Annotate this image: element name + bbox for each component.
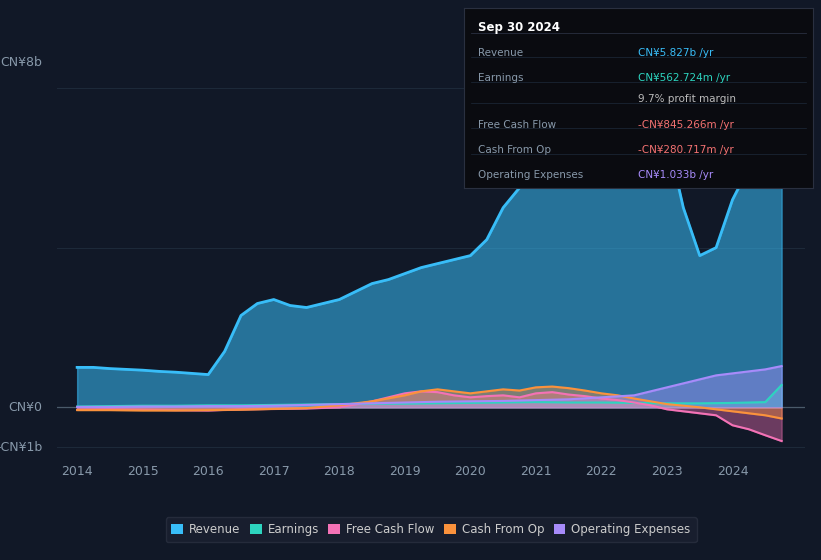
Text: Earnings: Earnings bbox=[478, 73, 523, 83]
Text: Cash From Op: Cash From Op bbox=[478, 144, 551, 155]
Text: CN¥8b: CN¥8b bbox=[1, 56, 43, 69]
Text: -CN¥280.717m /yr: -CN¥280.717m /yr bbox=[639, 144, 734, 155]
Text: Free Cash Flow: Free Cash Flow bbox=[478, 119, 556, 129]
Text: CN¥562.724m /yr: CN¥562.724m /yr bbox=[639, 73, 731, 83]
Text: Sep 30 2024: Sep 30 2024 bbox=[478, 21, 560, 34]
Legend: Revenue, Earnings, Free Cash Flow, Cash From Op, Operating Expenses: Revenue, Earnings, Free Cash Flow, Cash … bbox=[166, 517, 696, 542]
Text: CN¥1.033b /yr: CN¥1.033b /yr bbox=[639, 170, 713, 180]
Text: CN¥5.827b /yr: CN¥5.827b /yr bbox=[639, 48, 713, 58]
Text: Operating Expenses: Operating Expenses bbox=[478, 170, 583, 180]
Text: -CN¥845.266m /yr: -CN¥845.266m /yr bbox=[639, 119, 734, 129]
Text: Revenue: Revenue bbox=[478, 48, 523, 58]
Text: -CN¥1b: -CN¥1b bbox=[0, 441, 43, 454]
Text: 9.7% profit margin: 9.7% profit margin bbox=[639, 95, 736, 104]
Text: CN¥0: CN¥0 bbox=[8, 401, 43, 414]
